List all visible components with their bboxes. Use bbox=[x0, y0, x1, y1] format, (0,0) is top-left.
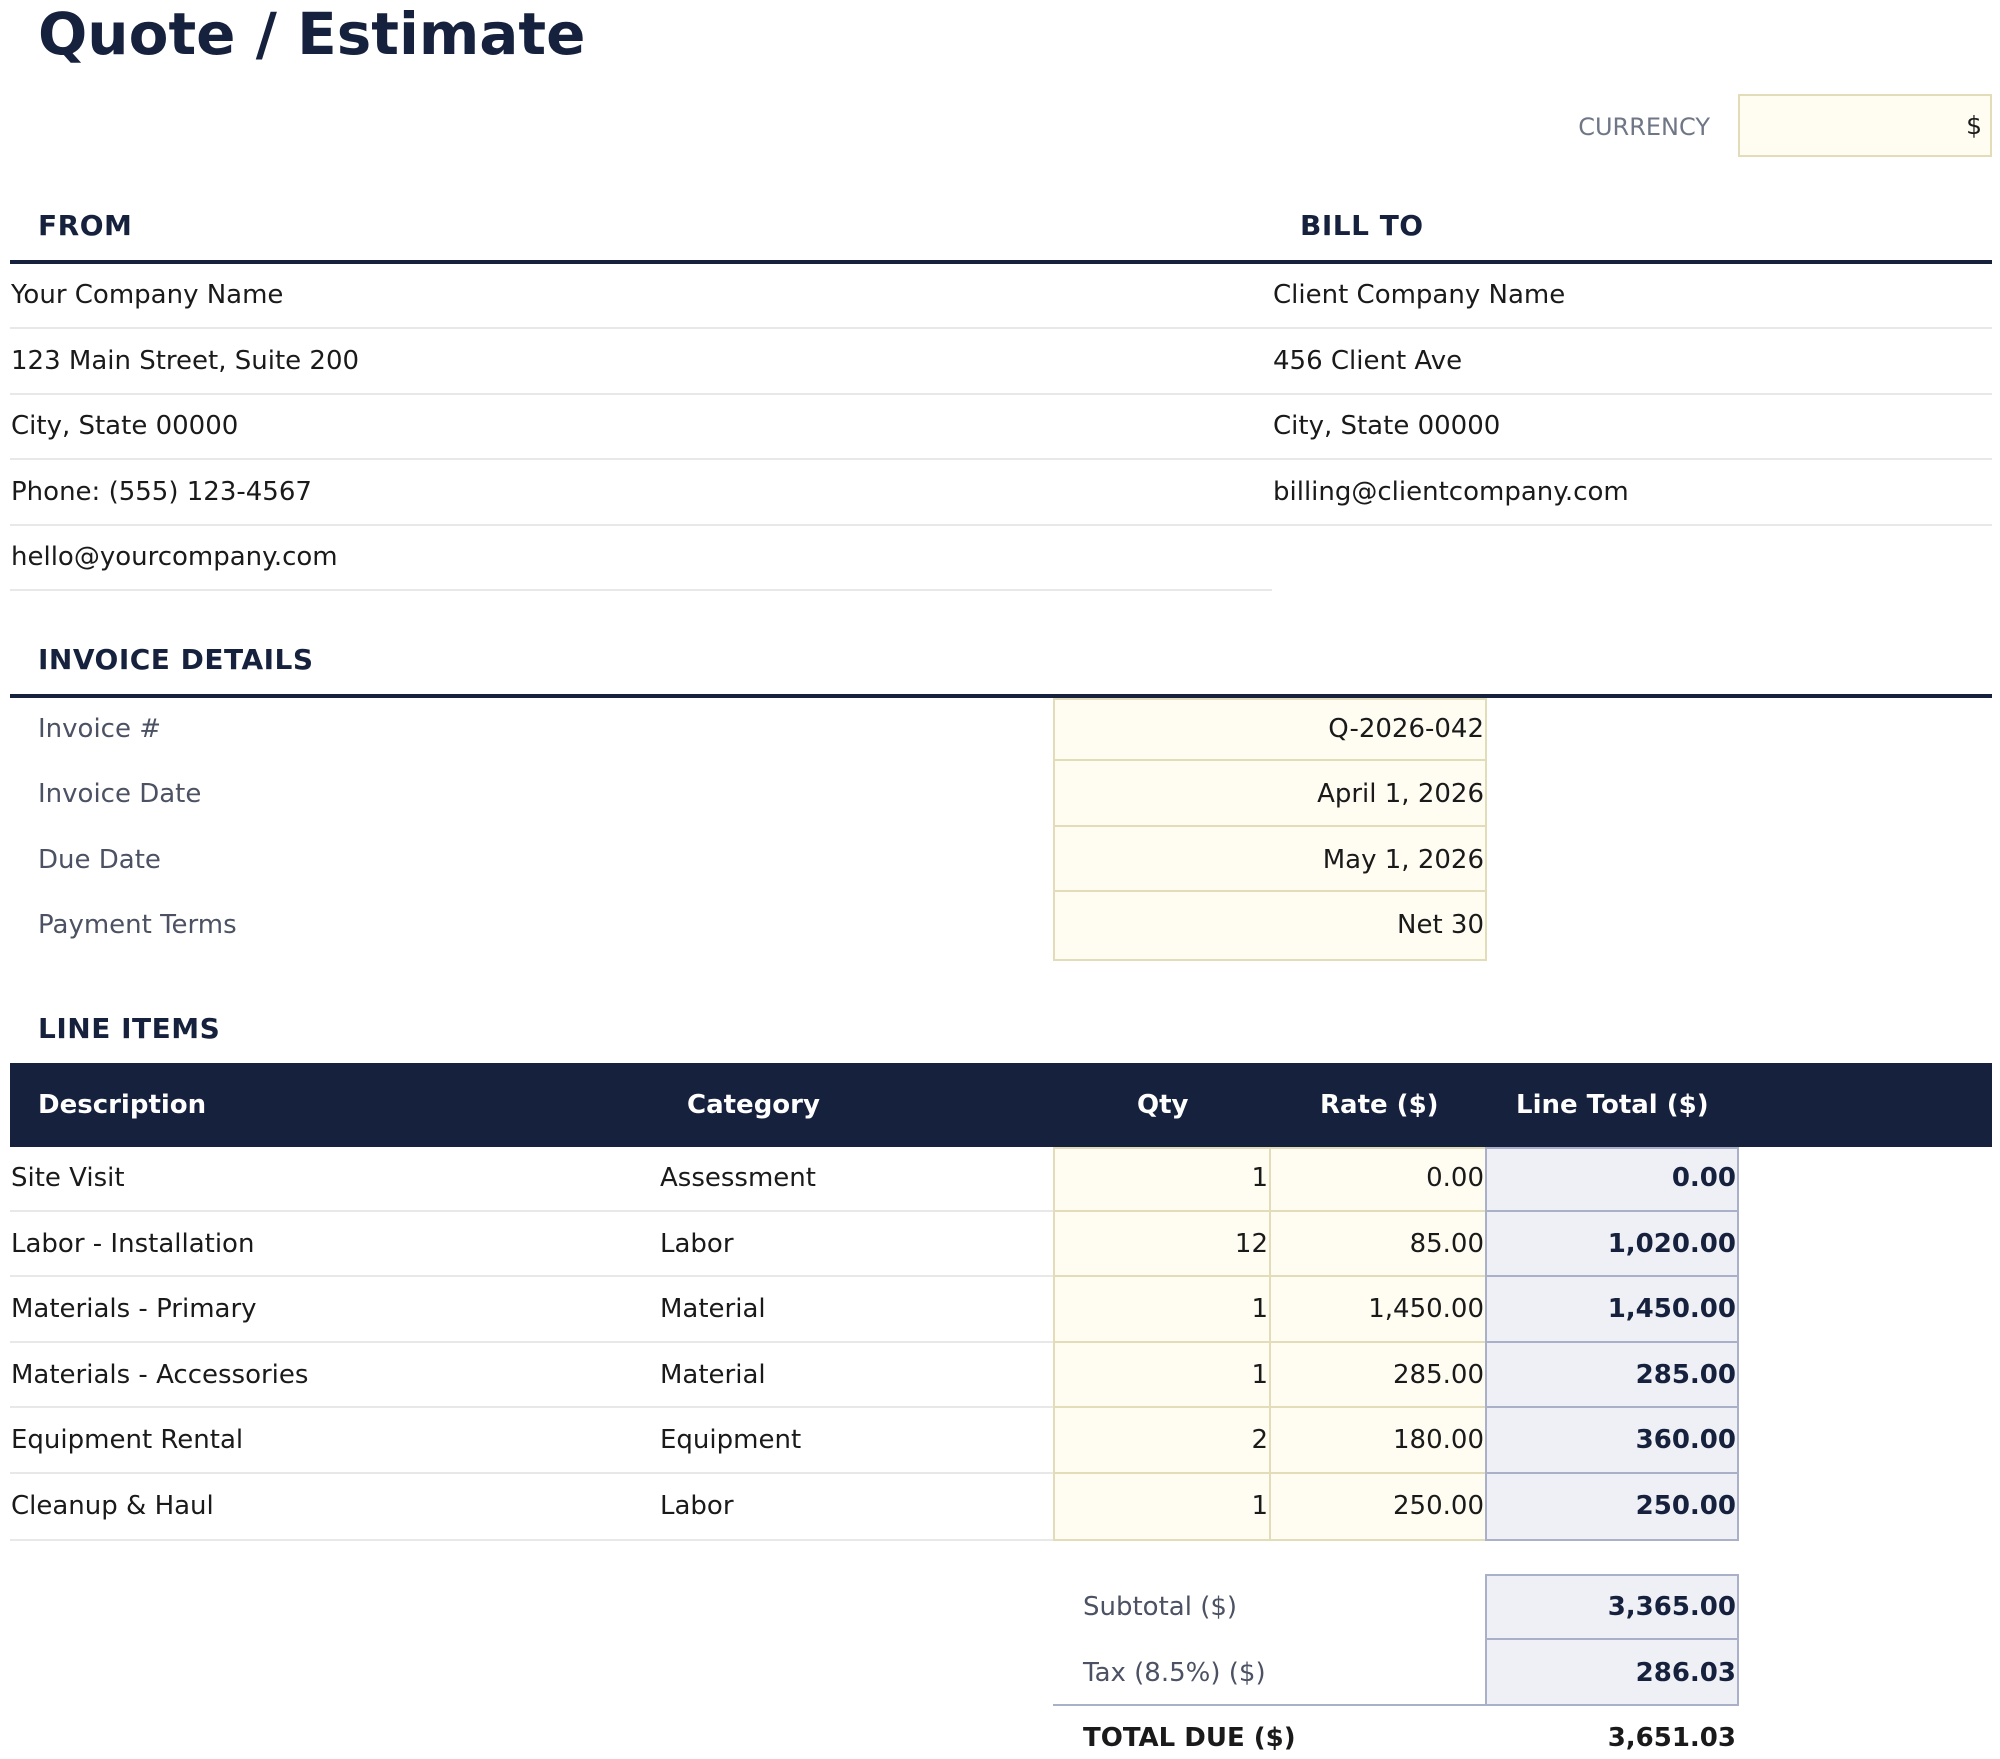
due-date-label: Due Date bbox=[38, 845, 161, 875]
divider bbox=[10, 1210, 1053, 1212]
row-rate-field[interactable]: 85.00 bbox=[1409, 1229, 1484, 1259]
divider bbox=[1487, 1472, 1737, 1474]
row-rate-field[interactable]: 0.00 bbox=[1426, 1163, 1484, 1193]
qty-column-box bbox=[1053, 1147, 1271, 1541]
rate-column-box bbox=[1269, 1147, 1487, 1541]
divider bbox=[10, 327, 1272, 329]
currency-input[interactable]: $ bbox=[1738, 94, 1992, 157]
bill-to-heading: BILL TO bbox=[1300, 209, 1424, 242]
from-email: hello@yourcompany.com bbox=[11, 542, 338, 572]
row-rate-field[interactable]: 285.00 bbox=[1393, 1360, 1484, 1390]
column-header-rate: Rate ($) bbox=[1320, 1090, 1439, 1120]
due-date-field[interactable]: May 1, 2026 bbox=[1322, 845, 1484, 875]
divider bbox=[1487, 1210, 1737, 1212]
divider bbox=[1272, 327, 1992, 329]
divider bbox=[1487, 1341, 1737, 1343]
divider bbox=[1487, 1275, 1737, 1277]
invoice-number-label: Invoice # bbox=[38, 714, 162, 744]
divider bbox=[1272, 458, 1992, 460]
row-description: Equipment Rental bbox=[11, 1425, 244, 1455]
from-heading: FROM bbox=[38, 209, 133, 242]
row-qty-field[interactable]: 2 bbox=[1251, 1425, 1268, 1455]
payment-terms-field[interactable]: Net 30 bbox=[1397, 910, 1484, 940]
row-rate-field[interactable]: 1,450.00 bbox=[1368, 1294, 1484, 1324]
row-line-total: 250.00 bbox=[1635, 1491, 1736, 1521]
divider bbox=[10, 1275, 1053, 1277]
tax-value: 286.03 bbox=[1635, 1658, 1736, 1688]
divider bbox=[10, 1472, 1053, 1474]
row-qty-field[interactable]: 12 bbox=[1234, 1229, 1268, 1259]
column-header-line-total: Line Total ($) bbox=[1516, 1090, 1709, 1120]
row-category: Labor bbox=[660, 1491, 734, 1521]
divider bbox=[1055, 759, 1485, 761]
bill-to-city: City, State 00000 bbox=[1273, 411, 1501, 441]
row-category: Assessment bbox=[660, 1163, 816, 1193]
row-category: Material bbox=[660, 1294, 766, 1324]
from-company-name: Your Company Name bbox=[11, 280, 284, 310]
row-rate-field[interactable]: 180.00 bbox=[1393, 1425, 1484, 1455]
payment-terms-label: Payment Terms bbox=[38, 910, 237, 940]
subtotal-value: 3,365.00 bbox=[1607, 1592, 1736, 1622]
column-header-category: Category bbox=[687, 1090, 820, 1120]
divider bbox=[1272, 393, 1992, 395]
row-description: Materials - Primary bbox=[11, 1294, 257, 1324]
divider bbox=[1487, 1406, 1737, 1408]
divider bbox=[1487, 1638, 1737, 1640]
row-description: Site Visit bbox=[11, 1163, 125, 1193]
total-due-label: TOTAL DUE ($) bbox=[1083, 1723, 1296, 1753]
column-header-qty: Qty bbox=[1137, 1090, 1189, 1120]
totals-divider bbox=[1053, 1704, 1739, 1706]
invoice-number-field[interactable]: Q-2026-042 bbox=[1328, 714, 1484, 744]
row-description: Materials - Accessories bbox=[11, 1360, 309, 1390]
row-qty-field[interactable]: 1 bbox=[1251, 1294, 1268, 1324]
subtotal-label: Subtotal ($) bbox=[1083, 1592, 1238, 1622]
invoice-details-heading: INVOICE DETAILS bbox=[38, 643, 314, 676]
divider bbox=[10, 1406, 1053, 1408]
line-total-column-box bbox=[1485, 1147, 1739, 1541]
from-city: City, State 00000 bbox=[11, 411, 239, 441]
divider bbox=[1272, 524, 1992, 526]
line-items-header-row bbox=[10, 1063, 1992, 1147]
column-separator bbox=[1269, 1147, 1271, 1541]
from-phone: Phone: (555) 123-4567 bbox=[11, 477, 312, 507]
row-rate-field[interactable]: 250.00 bbox=[1393, 1491, 1484, 1521]
page-title: Quote / Estimate bbox=[38, 0, 586, 68]
row-category: Labor bbox=[660, 1229, 734, 1259]
divider bbox=[10, 393, 1272, 395]
row-description: Labor - Installation bbox=[11, 1229, 255, 1259]
row-category: Material bbox=[660, 1360, 766, 1390]
divider bbox=[10, 458, 1272, 460]
row-category: Equipment bbox=[660, 1425, 802, 1455]
row-qty-field[interactable]: 1 bbox=[1251, 1360, 1268, 1390]
row-description: Cleanup & Haul bbox=[11, 1491, 214, 1521]
from-street: 123 Main Street, Suite 200 bbox=[11, 346, 360, 376]
invoice-date-label: Invoice Date bbox=[38, 779, 202, 809]
invoice-details-values-box bbox=[1053, 698, 1487, 961]
row-line-total: 1,020.00 bbox=[1607, 1229, 1736, 1259]
tax-label: Tax (8.5%) ($) bbox=[1083, 1658, 1266, 1688]
divider bbox=[10, 1341, 1053, 1343]
invoice-details-rule bbox=[10, 694, 1992, 698]
currency-label: CURRENCY bbox=[1578, 113, 1710, 141]
row-line-total: 360.00 bbox=[1635, 1425, 1736, 1455]
row-line-total: 1,450.00 bbox=[1607, 1294, 1736, 1324]
invoice-date-field[interactable]: April 1, 2026 bbox=[1317, 779, 1484, 809]
bill-to-email: billing@clientcompany.com bbox=[1273, 477, 1629, 507]
total-due-value: 3,651.03 bbox=[1607, 1723, 1736, 1753]
column-header-description: Description bbox=[38, 1090, 207, 1120]
bill-to-company-name: Client Company Name bbox=[1273, 280, 1566, 310]
row-line-total: 0.00 bbox=[1671, 1163, 1736, 1193]
divider bbox=[1055, 825, 1485, 827]
row-qty-field[interactable]: 1 bbox=[1251, 1163, 1268, 1193]
from-billto-rule bbox=[10, 260, 1992, 264]
divider bbox=[10, 589, 1272, 591]
line-items-heading: LINE ITEMS bbox=[38, 1012, 221, 1045]
divider bbox=[10, 524, 1272, 526]
bill-to-street: 456 Client Ave bbox=[1273, 346, 1463, 376]
divider bbox=[10, 1539, 1053, 1541]
row-qty-field[interactable]: 1 bbox=[1251, 1491, 1268, 1521]
divider bbox=[1055, 890, 1485, 892]
row-line-total: 285.00 bbox=[1635, 1360, 1736, 1390]
